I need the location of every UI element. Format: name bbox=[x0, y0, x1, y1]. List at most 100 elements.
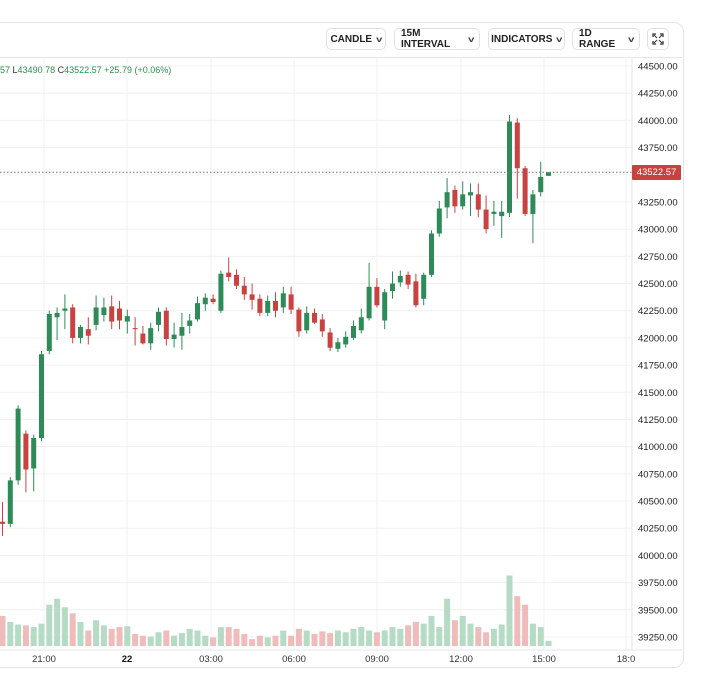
y-tick-label: 39750.00 bbox=[638, 578, 678, 589]
volume-bar bbox=[405, 625, 412, 646]
candle-body bbox=[218, 273, 224, 311]
volume-bar bbox=[139, 635, 146, 646]
volume-bar bbox=[100, 625, 107, 646]
volume-bar bbox=[327, 633, 334, 646]
candle-body bbox=[312, 312, 317, 323]
volume-bar bbox=[249, 639, 256, 646]
volume-bar bbox=[342, 632, 349, 646]
candle-body bbox=[351, 325, 356, 338]
close-value: 43522.57 bbox=[64, 65, 102, 75]
candle-body bbox=[546, 172, 551, 176]
x-tick-label: 21:00 bbox=[32, 654, 56, 665]
candle-body bbox=[210, 298, 216, 303]
indicators-label: INDICATORS bbox=[491, 33, 553, 45]
volume-bar bbox=[225, 627, 232, 646]
candles bbox=[0, 114, 551, 536]
volume-bar bbox=[381, 630, 388, 646]
y-axis: 44500.0044250.0044000.0043750.0043500.00… bbox=[631, 58, 678, 650]
volume-bar bbox=[116, 627, 123, 646]
volume-bar bbox=[264, 637, 271, 646]
volume-bar bbox=[280, 630, 287, 646]
volume-bar bbox=[210, 637, 217, 646]
candle-body bbox=[226, 272, 232, 277]
y-tick-label: 44000.00 bbox=[638, 116, 678, 127]
candle-body bbox=[93, 307, 99, 325]
volume-bar bbox=[350, 628, 357, 646]
candle-body bbox=[280, 293, 286, 308]
candle-body bbox=[522, 168, 528, 214]
candle-body bbox=[335, 342, 341, 349]
candle-body bbox=[382, 292, 388, 321]
y-tick-label: 43000.00 bbox=[638, 225, 678, 236]
volume-bar bbox=[311, 633, 318, 646]
candle-body bbox=[483, 209, 489, 230]
x-tick-label: 09:00 bbox=[365, 654, 389, 665]
x-tick-label: 03:00 bbox=[199, 654, 223, 665]
candle-body bbox=[257, 298, 263, 313]
volume-bar bbox=[38, 623, 45, 646]
candle-body bbox=[202, 297, 208, 305]
candle-body bbox=[39, 354, 44, 438]
volume-bar bbox=[475, 627, 482, 646]
candle-body bbox=[249, 294, 255, 300]
y-tick-label: 39500.00 bbox=[638, 605, 678, 616]
candle-body bbox=[85, 329, 91, 336]
candle-body bbox=[179, 327, 185, 336]
volume-bar bbox=[522, 604, 529, 646]
volume-bar bbox=[366, 630, 373, 646]
candle-body bbox=[390, 283, 395, 292]
y-tick-label: 44250.00 bbox=[638, 89, 678, 100]
candle-body bbox=[234, 274, 239, 286]
volume-bar bbox=[529, 623, 536, 646]
candle-body bbox=[413, 281, 419, 306]
volume-bars bbox=[0, 575, 552, 646]
volume-bar bbox=[54, 598, 61, 646]
y-tick-label: 42750.00 bbox=[638, 252, 678, 263]
volume-bar bbox=[61, 607, 68, 646]
interval-dropdown[interactable]: 15M INTERVAL v bbox=[394, 28, 480, 50]
volume-bar bbox=[490, 628, 497, 646]
indicators-dropdown[interactable]: INDICATORS v bbox=[488, 28, 565, 50]
volume-bar bbox=[30, 627, 37, 646]
grid-lines bbox=[0, 58, 632, 650]
volume-bar bbox=[295, 628, 302, 646]
candle-body bbox=[54, 312, 60, 318]
candle-body bbox=[304, 312, 310, 331]
y-tick-label: 41000.00 bbox=[638, 442, 678, 453]
chevron-down-icon: v bbox=[467, 34, 474, 44]
volume-bar bbox=[194, 630, 201, 646]
chart-type-dropdown[interactable]: CANDLE v bbox=[326, 28, 386, 50]
candle-body bbox=[195, 303, 200, 320]
candle-body bbox=[366, 286, 372, 319]
x-tick-label: 18:0 bbox=[617, 654, 636, 665]
volume-bar bbox=[537, 627, 544, 646]
y-tick-label: 42000.00 bbox=[638, 333, 678, 344]
y-tick-label: 40750.00 bbox=[638, 469, 678, 480]
fullscreen-button[interactable] bbox=[647, 28, 669, 50]
chevron-down-icon: v bbox=[556, 34, 563, 44]
candle-body bbox=[429, 233, 434, 275]
volume-bar bbox=[22, 625, 29, 646]
volume-bar bbox=[545, 640, 552, 646]
chevron-down-icon: v bbox=[627, 34, 634, 44]
y-tick-label: 40250.00 bbox=[638, 524, 678, 535]
volume-bar bbox=[428, 615, 435, 646]
volume-bar bbox=[506, 575, 513, 646]
volume-bar bbox=[202, 635, 209, 646]
candle-body bbox=[109, 306, 115, 322]
expand-icon bbox=[652, 33, 664, 45]
chart-panel bbox=[0, 22, 684, 668]
candle-body bbox=[7, 480, 13, 524]
range-dropdown[interactable]: 1D RANGE v bbox=[572, 28, 640, 50]
volume-bar bbox=[147, 636, 154, 646]
volume-bar bbox=[124, 626, 131, 646]
volume-bar bbox=[85, 630, 92, 646]
candle-body bbox=[124, 316, 130, 322]
volume-bar bbox=[483, 632, 490, 646]
x-tick-label: 06:00 bbox=[282, 654, 306, 665]
volume-bar bbox=[186, 628, 193, 646]
x-tick-label: 15:00 bbox=[532, 654, 556, 665]
volume-bar bbox=[69, 613, 76, 646]
candle-body bbox=[288, 294, 294, 310]
